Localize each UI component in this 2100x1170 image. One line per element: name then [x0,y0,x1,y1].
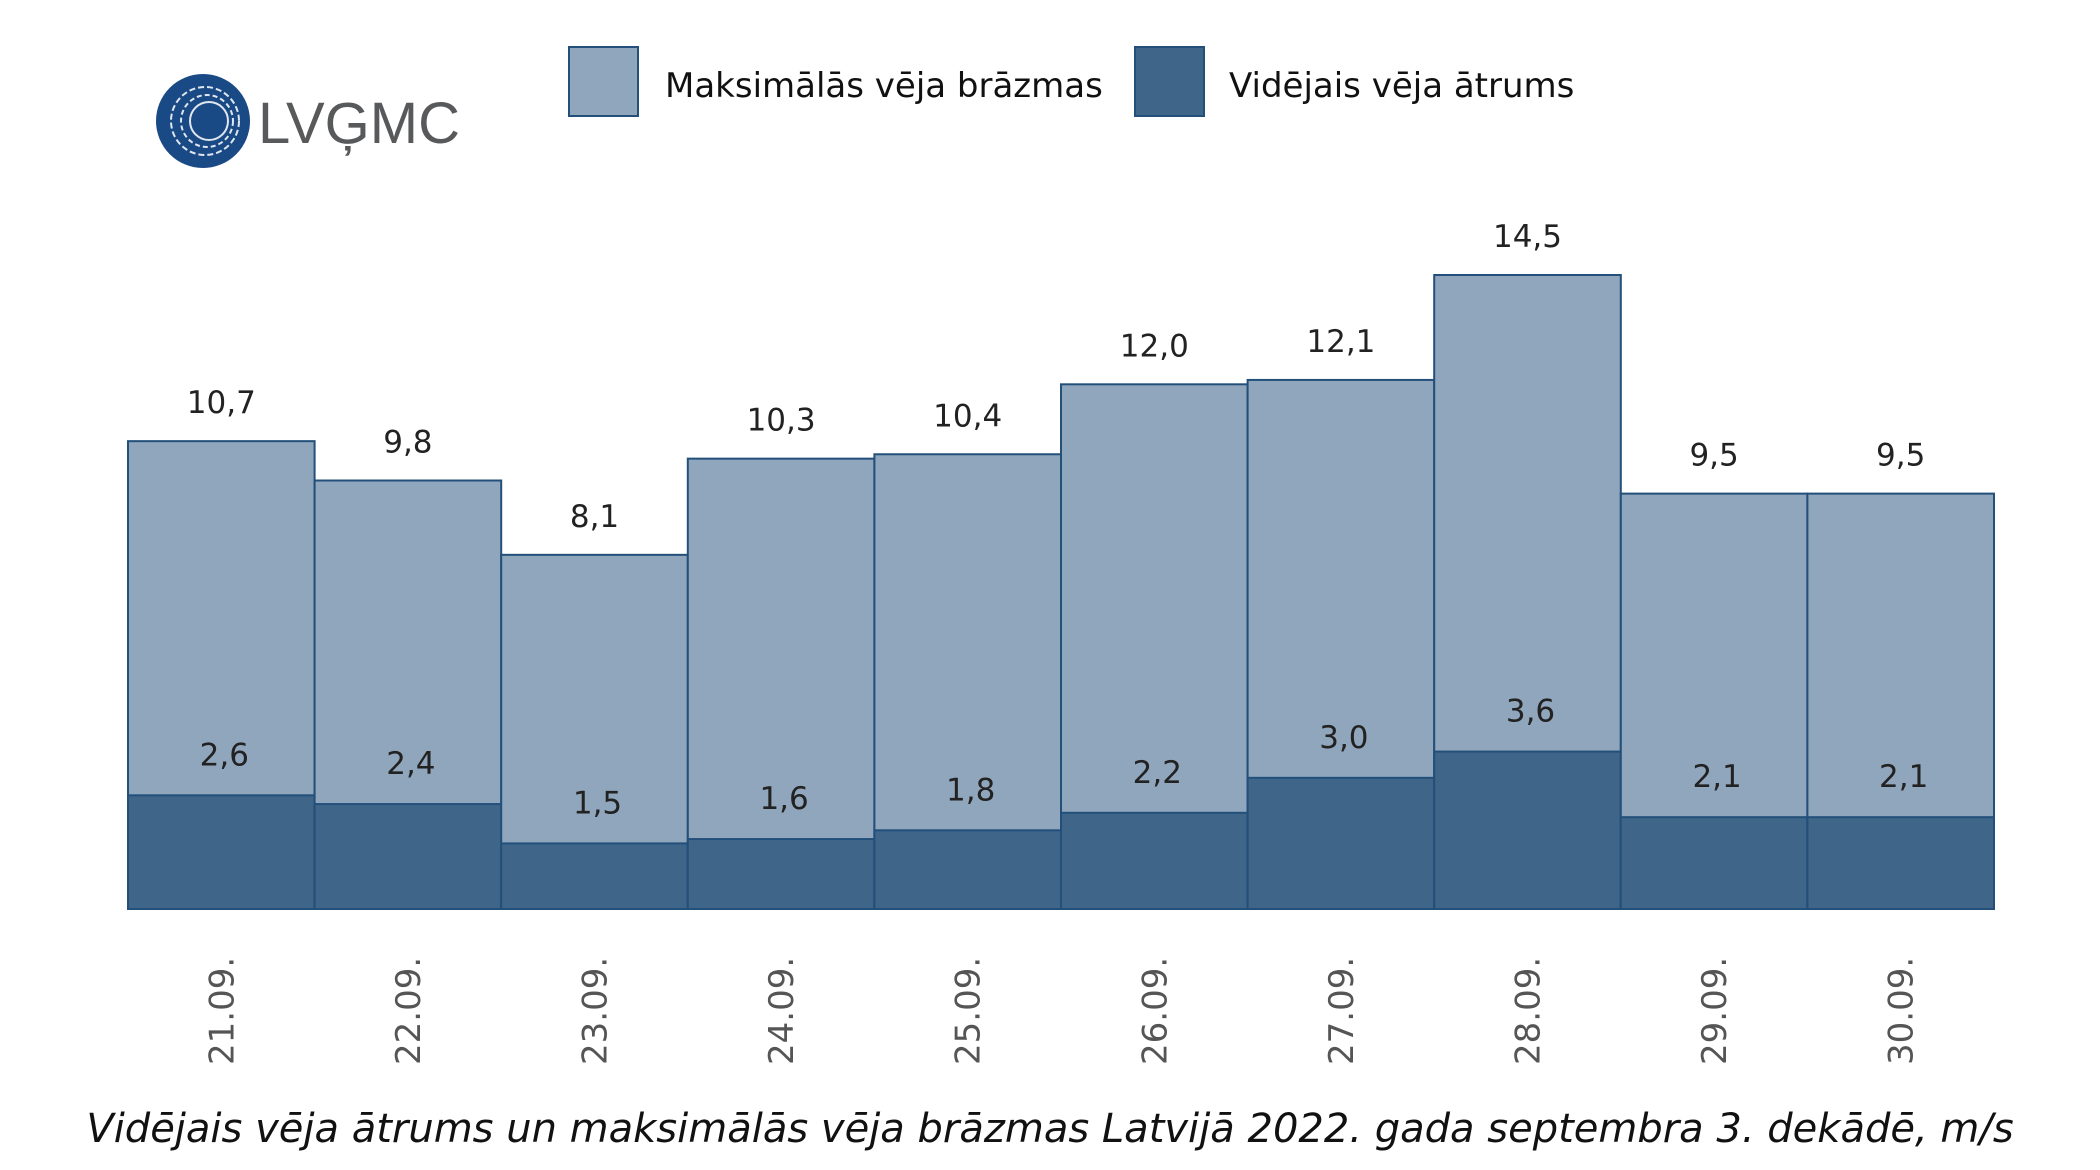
data-label-avg: 2,2 [1133,755,1182,791]
data-label-max: 10,7 [187,385,256,421]
data-label-avg: 3,6 [1506,694,1555,730]
x-tick-label: 26.09. [1135,957,1175,1065]
x-tick-label: 22.09. [389,957,429,1065]
legend: Maksimālās vēja brāzmas Vidējais vēja āt… [568,46,1574,117]
data-label-avg: 2,4 [386,746,435,782]
x-tick-label: 30.09. [1882,957,1922,1065]
bar-avg-speed [127,794,316,911]
data-label-avg: 2,1 [1692,759,1741,795]
data-label-max: 10,4 [933,398,1002,434]
data-label-max: 14,5 [1493,219,1562,255]
x-tick-label: 28.09. [1509,957,1549,1065]
logo-text: LVĢMC [258,91,460,156]
x-tick-label: 24.09. [762,957,802,1065]
data-label-max: 9,8 [383,425,432,461]
bar-avg-speed [500,842,689,911]
x-tick-label: 27.09. [1322,957,1362,1065]
x-tick-label: 21.09. [202,957,242,1065]
data-label-max: 9,5 [1689,438,1738,474]
data-label-max: 10,3 [747,403,816,439]
data-label-max: 9,5 [1876,438,1925,474]
x-tick-label: 23.09. [576,957,616,1065]
logo: LVĢMC [156,74,460,168]
x-tick-label: 29.09. [1695,957,1735,1065]
data-label-avg: 1,8 [946,772,995,808]
data-label-max: 12,0 [1120,328,1189,364]
data-label-max: 12,1 [1306,324,1375,360]
bar-avg-speed [1060,811,1249,910]
bar-avg-speed [1806,816,1996,911]
bar-avg-speed [313,803,503,910]
legend-swatch-avg [1134,46,1205,117]
bar-max-gust [686,457,876,910]
data-label-avg: 2,6 [200,737,249,773]
bar-avg-speed [686,838,876,910]
bar-avg-speed [873,829,1063,911]
chart-title: Vidējais vēja ātrums un maksimālās vēja … [86,1106,2013,1152]
data-label-avg: 1,5 [573,785,622,821]
legend-swatch-max [568,46,639,117]
data-label-avg: 2,1 [1879,759,1928,795]
data-label-avg: 1,6 [759,781,808,817]
data-label-max: 8,1 [570,499,619,535]
bar-avg-speed [1619,816,1809,911]
logo-circle-icon [156,74,250,168]
bar-avg-speed [1433,750,1622,910]
legend-label-max: Maksimālās vēja brāzmas [665,66,1103,106]
data-label-avg: 3,0 [1319,720,1368,756]
legend-label-avg: Vidējais vēja ātrums [1229,66,1574,106]
bar-avg-speed [1246,776,1436,910]
x-tick-label: 25.09. [949,957,989,1065]
